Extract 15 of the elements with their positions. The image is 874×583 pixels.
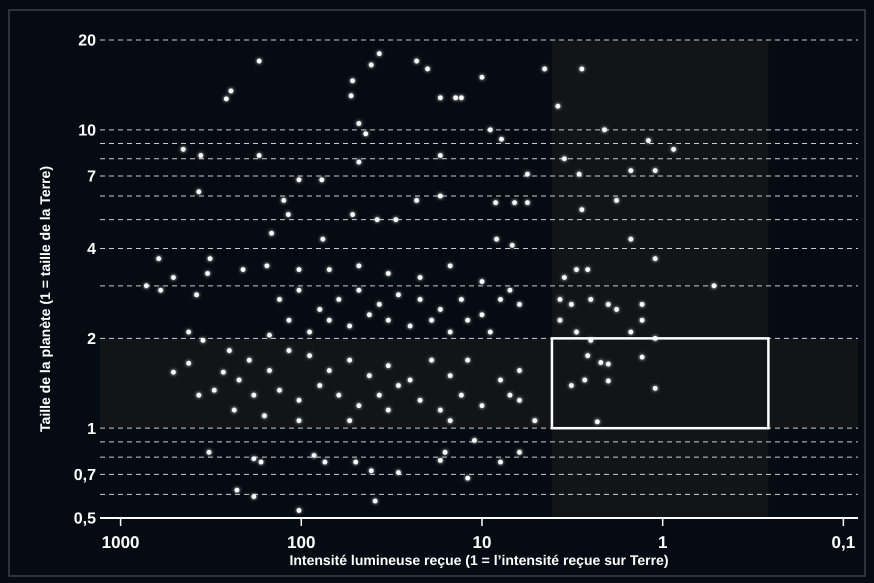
y-tick-label: 4 (87, 241, 96, 258)
y-tick-label: 20 (78, 32, 96, 50)
y-tick-label: 2 (87, 330, 96, 348)
y-tick-label: 0,5 (74, 510, 96, 528)
y-tick-label: 10 (78, 122, 96, 140)
y-axis-title: Taille de la planète (1 = taille de la Terre) (37, 166, 53, 432)
x-tick-label: 1000 (102, 533, 140, 552)
x-tick-label: 1 (658, 533, 668, 552)
x-tick-label: 100 (287, 533, 316, 552)
x-tick-label: 0,1 (832, 533, 856, 552)
y-tick-label: 7 (87, 168, 96, 186)
y-tick-label: 1 (87, 420, 96, 438)
x-axis-title: Intensité lumineuse reçue (1 = l’intensité reçue sur Terre) (289, 552, 669, 568)
y-tick-label: 0,7 (74, 467, 96, 484)
x-tick-label: 10 (472, 533, 492, 552)
